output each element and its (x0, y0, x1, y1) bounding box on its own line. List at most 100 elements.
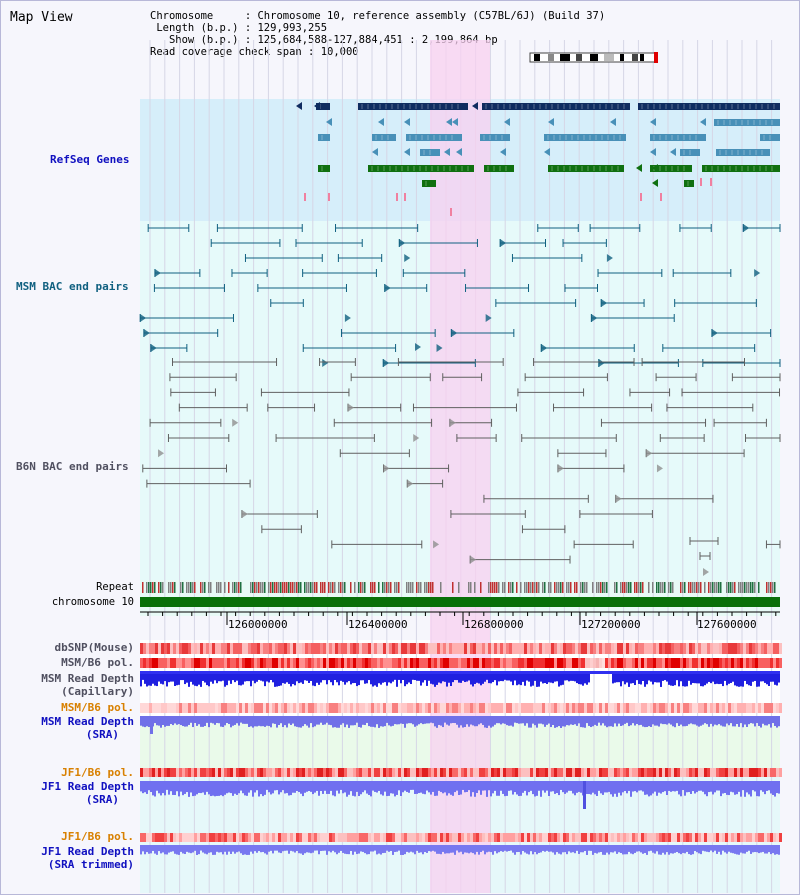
heat-cell (455, 703, 458, 713)
heat-cell (755, 643, 758, 654)
heat-cell (497, 833, 500, 842)
repeat-mark (236, 582, 238, 593)
heat-cell (704, 768, 707, 777)
depth-bar (678, 716, 680, 726)
repeat-mark (278, 582, 280, 593)
heat-cell (209, 768, 212, 777)
repeat-mark (602, 582, 604, 593)
depth-bar (678, 671, 680, 687)
depth-bar (734, 845, 736, 854)
repeat-mark (320, 582, 322, 593)
depth-bar (620, 671, 622, 687)
heat-cell (401, 768, 404, 777)
heat-cell (422, 703, 425, 713)
depth-bar (262, 671, 264, 682)
heat-cell (317, 703, 320, 713)
depth-bar (404, 781, 406, 791)
heat-cell (710, 658, 713, 668)
depth-bar (546, 781, 548, 791)
heat-cell (221, 643, 224, 654)
heat-cell (170, 643, 173, 654)
repeat-mark (308, 582, 310, 593)
depth-bar (578, 716, 580, 724)
depth-bar (710, 781, 712, 792)
heat-cell (713, 703, 716, 713)
depth-bar (200, 671, 202, 687)
heat-cell (185, 643, 188, 654)
heat-cell (521, 768, 524, 777)
depth-bar (148, 671, 150, 686)
depth-bar (660, 716, 662, 724)
heat-cell (215, 703, 218, 713)
depth-bar (478, 671, 480, 684)
depth-bar (446, 845, 448, 854)
heat-cell (491, 643, 494, 654)
depth-bar (642, 781, 644, 792)
heat-cell (578, 658, 581, 668)
heat-cell (404, 833, 407, 842)
depth-bar (386, 716, 388, 723)
heat-cell (215, 643, 218, 654)
depth-bar (484, 671, 486, 682)
heat-cell (296, 703, 299, 713)
depth-bar (772, 671, 774, 682)
heat-cell (680, 703, 683, 713)
heat-cell (587, 833, 590, 842)
depth-bar (450, 781, 452, 795)
depth-bar (344, 716, 346, 728)
heat-cell (353, 833, 356, 842)
depth-bar (368, 845, 370, 855)
depth-bar (292, 781, 294, 793)
gene-arrow (404, 148, 410, 156)
heat-cell (698, 658, 701, 668)
heat-cell (458, 703, 461, 713)
depth-bar (560, 671, 562, 686)
depth-bar (692, 845, 694, 855)
depth-bar (490, 671, 492, 684)
heat-cell (773, 658, 776, 668)
heat-cell (599, 833, 602, 842)
heat-cell (641, 658, 644, 668)
depth-bar (450, 845, 452, 853)
heat-cell (452, 703, 455, 713)
heat-cell (188, 833, 191, 842)
heat-cell (557, 703, 560, 713)
depth-bar (540, 781, 542, 797)
heat-cell (419, 643, 422, 654)
heat-cell (650, 643, 653, 654)
heat-cell (218, 703, 221, 713)
depth-bar (570, 845, 572, 853)
depth-bar (762, 716, 764, 724)
depth-bar (656, 716, 658, 726)
depth-bar (732, 716, 734, 727)
depth-bar (762, 845, 764, 852)
depth-bar (362, 781, 364, 793)
depth-bar (184, 845, 186, 855)
depth-bar (360, 781, 362, 795)
heat-cell (305, 768, 308, 777)
heat-cell (719, 833, 722, 842)
depth-bar (170, 781, 172, 792)
heat-cell (686, 768, 689, 777)
heat-cell (197, 833, 200, 842)
heat-cell (695, 833, 698, 842)
depth-bar (214, 671, 216, 681)
depth-bar (766, 781, 768, 791)
depth-bar (258, 671, 260, 680)
depth-bar (374, 671, 376, 686)
depth-bar (182, 671, 184, 681)
depth-bar (246, 716, 248, 724)
heat-cell (425, 833, 428, 842)
depth-bar (330, 781, 332, 791)
depth-bar (264, 716, 266, 727)
depth-bar (388, 716, 390, 726)
heat-cell (212, 833, 215, 842)
heat-cell (674, 703, 677, 713)
heat-cell (515, 658, 518, 668)
depth-bar (396, 845, 398, 852)
depth-bar (524, 845, 526, 853)
heat-cell (296, 643, 299, 654)
gene-arrow (504, 118, 510, 126)
depth-bar (690, 845, 692, 855)
